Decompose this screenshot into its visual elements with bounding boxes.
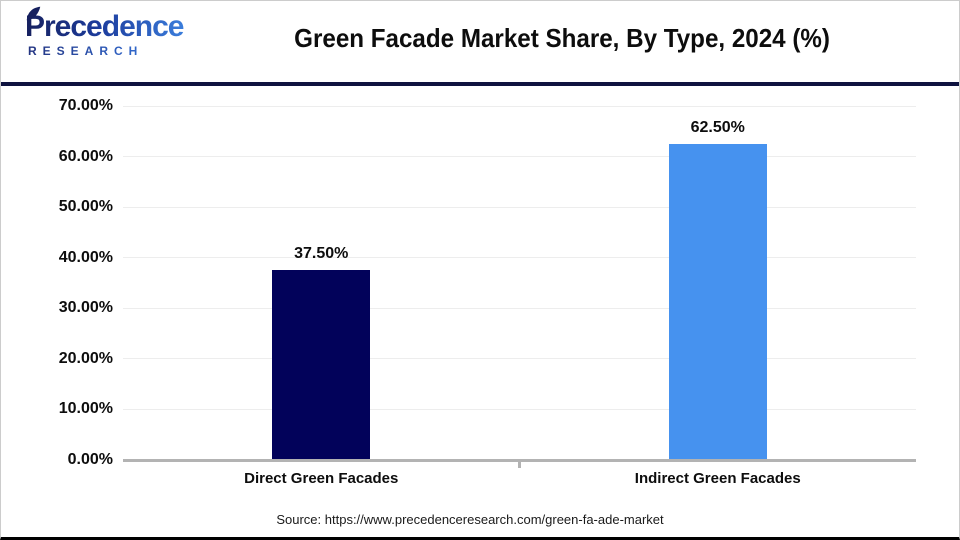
bar-direct-green-facades	[272, 270, 371, 460]
y-tick-label: 40.00%	[58, 248, 113, 266]
category-label-direct-green-facades: Direct Green Facades	[244, 470, 399, 487]
chart-title-container: Green Facade Market Share, By Type, 2024…	[166, 23, 959, 54]
gridline	[123, 156, 916, 158]
gridline	[123, 257, 916, 259]
y-tick-label: 20.00%	[58, 349, 113, 367]
chart-title: Green Facade Market Share, By Type, 2024…	[294, 23, 831, 53]
y-tick-label: 10.00%	[58, 400, 113, 418]
y-tick-label: 60.00%	[58, 147, 113, 165]
y-tick-label: 50.00%	[58, 198, 113, 216]
header-divider	[1, 82, 959, 86]
gridline	[123, 206, 916, 208]
y-tick-label: 70.00%	[58, 97, 113, 114]
bar-indirect-green-facades	[668, 143, 767, 460]
bar-value-label-indirect-green-facades: 62.50%	[690, 118, 745, 136]
y-tick-label: 0.00%	[67, 451, 113, 468]
gridline	[123, 105, 916, 107]
gridline	[123, 358, 916, 360]
y-tick-label: 30.00%	[58, 299, 113, 317]
x-axis-line	[123, 459, 916, 462]
header: Precedence RESEARCH Green Facade Market …	[1, 1, 959, 82]
bar-value-label-direct-green-facades: 37.50%	[294, 245, 349, 263]
gridline	[123, 408, 916, 410]
leaf-icon	[26, 6, 41, 21]
source-text: Source: https://www.precedenceresearch.c…	[276, 512, 664, 527]
gridline	[123, 307, 916, 309]
logo-subtext: RESEARCH	[25, 43, 195, 59]
precedence-research-logo: Precedence RESEARCH	[25, 6, 195, 59]
x-axis-tick	[518, 462, 521, 468]
logo-wordmark: Precedence	[25, 11, 195, 43]
category-label-indirect-green-facades: Indirect Green Facades	[634, 470, 801, 487]
